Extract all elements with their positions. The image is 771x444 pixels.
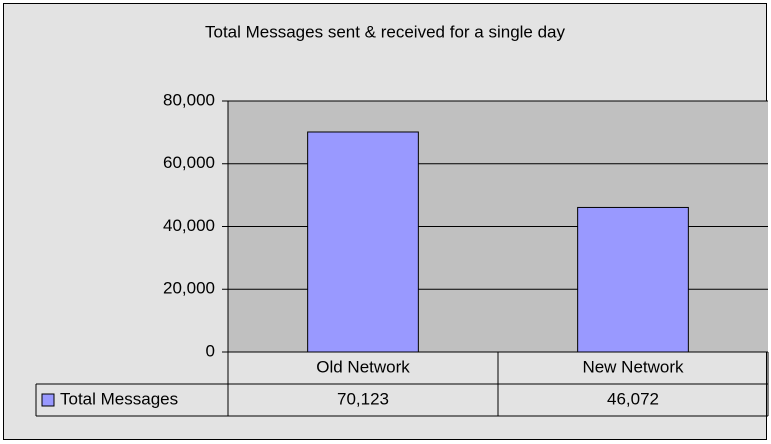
y-tick-label: 40,000 xyxy=(163,216,215,235)
chart-title: Total Messages sent & received for a sin… xyxy=(205,22,566,41)
x-tick-label: Old Network xyxy=(316,357,410,376)
legend-key xyxy=(41,393,55,407)
y-tick-label: 0 xyxy=(206,341,215,360)
y-tick-label: 80,000 xyxy=(163,90,215,109)
y-tick-label: 20,000 xyxy=(163,279,215,298)
legend-label: Total Messages xyxy=(60,389,178,408)
bar xyxy=(577,206,689,353)
y-tick-label: 60,000 xyxy=(163,153,215,172)
x-tick-label: New Network xyxy=(582,357,684,376)
bar xyxy=(307,131,419,353)
data-table-value: 70,123 xyxy=(337,389,389,408)
data-table-value: 46,072 xyxy=(607,389,659,408)
